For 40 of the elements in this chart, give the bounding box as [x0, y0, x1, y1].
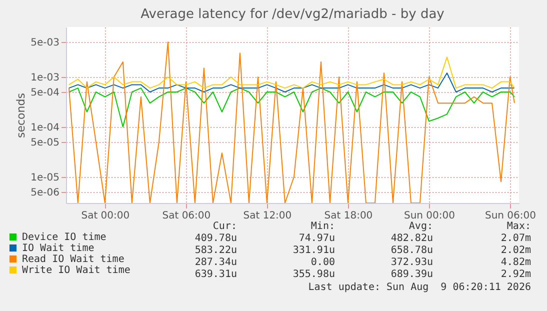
legend-label: Device IO time: [22, 232, 106, 243]
text: 639.31u: [194, 269, 237, 280]
text: 287.34u: [194, 257, 237, 268]
legend-label: Write IO Wait time: [22, 265, 130, 276]
text: 2.92m: [500, 269, 531, 280]
y-tick-label: 5e-03: [30, 38, 60, 49]
y-axis-title: seconds: [14, 92, 28, 138]
x-tick-label: Sat 00:00: [81, 210, 130, 222]
x-tick-label: Sun 06:00: [484, 210, 536, 222]
y-tick-label: 5e-06: [30, 187, 60, 198]
text: 355.98u: [292, 269, 335, 280]
text: 409.78u: [194, 233, 237, 244]
text: Max:: [506, 221, 531, 232]
text: 2.02m: [500, 245, 531, 256]
x-tick-label: Sat 12:00: [243, 210, 292, 222]
legend-label: Read IO Wait time: [22, 254, 124, 265]
text: Last update: Sun Aug 9 06:20:11 2026: [308, 282, 531, 293]
chart-title: Average latency for /dev/vg2/mariadb - by day: [140, 7, 445, 22]
y-tick-label: 1e-04: [30, 122, 60, 134]
y-tick-label: 1e-05: [30, 172, 60, 184]
text: Min:: [310, 221, 335, 232]
text: 74.97u: [298, 233, 335, 244]
text: 0.00: [310, 257, 335, 268]
x-tick-label: Sat 06:00: [162, 210, 211, 222]
text: 4.82m: [500, 257, 531, 268]
x-tick-label: Sun 00:00: [404, 210, 455, 222]
text: 658.78u: [390, 245, 433, 256]
text: Avg:: [408, 221, 433, 232]
text: 583.22u: [194, 245, 237, 256]
y-tick-label: 5e-05: [30, 137, 60, 148]
y-tick-label: 5e-04: [30, 88, 60, 98]
text: 482.82u: [390, 233, 433, 244]
y-tick-label: 1e-03: [30, 72, 60, 84]
text: 2.07m: [500, 233, 531, 244]
x-tick-label: Sat 18:00: [324, 210, 373, 222]
text: 331.91u: [292, 245, 335, 256]
text: Cur:: [212, 221, 237, 232]
text: 372.93u: [390, 257, 433, 268]
text: 689.39u: [390, 269, 433, 280]
legend-label: IO Wait time: [22, 243, 94, 254]
